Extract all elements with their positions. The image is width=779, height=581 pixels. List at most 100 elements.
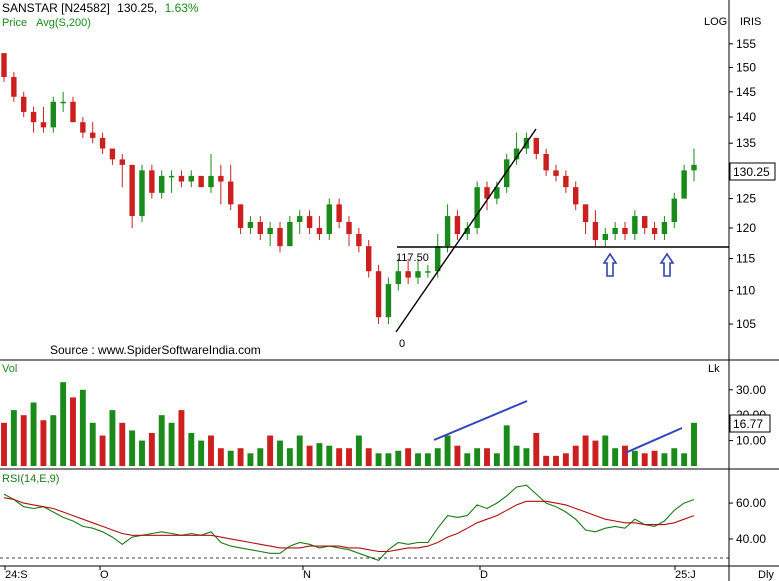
candle-body bbox=[681, 170, 687, 199]
trend-line-rally bbox=[395, 128, 537, 333]
price-tick-label: 125 bbox=[736, 192, 756, 206]
rsi-axis: 40.00 60.00 bbox=[729, 496, 766, 546]
candle-body bbox=[129, 164, 135, 217]
price-tick-label: 135 bbox=[736, 136, 756, 150]
volume-bar bbox=[208, 435, 214, 466]
volume-tick-label: 10.00 bbox=[736, 434, 766, 448]
volume-trend-line bbox=[433, 400, 528, 441]
volume-bar bbox=[355, 435, 362, 466]
rsi-tick-label: 60.00 bbox=[736, 496, 766, 510]
volume-bar bbox=[405, 448, 412, 466]
arrow-up-icon bbox=[602, 252, 618, 277]
candle-body bbox=[661, 221, 668, 234]
candle-body bbox=[198, 175, 204, 188]
volume-unit-label: Lk bbox=[708, 363, 720, 375]
candle-body bbox=[139, 170, 145, 217]
volume-bar bbox=[178, 410, 185, 466]
candle-body bbox=[494, 187, 500, 199]
price-axis: 105110115120125130135140145150155 bbox=[729, 37, 756, 331]
candle-body bbox=[573, 187, 579, 205]
candle-body bbox=[149, 170, 155, 193]
volume-bar bbox=[444, 435, 451, 466]
candle-body bbox=[691, 164, 697, 171]
volume-bar bbox=[513, 445, 520, 466]
volume-bar bbox=[395, 450, 402, 466]
period-label: Dly bbox=[758, 569, 774, 581]
volume-bar bbox=[148, 432, 155, 466]
volume-bar bbox=[681, 453, 688, 466]
volume-bar bbox=[336, 448, 343, 466]
volume-bar bbox=[582, 435, 589, 466]
volume-bar bbox=[651, 450, 658, 466]
candle-body bbox=[366, 246, 372, 272]
volume-bar bbox=[631, 450, 638, 466]
candle-body bbox=[109, 148, 116, 160]
date-tick-label: N bbox=[303, 569, 311, 581]
candle-body bbox=[415, 271, 421, 278]
candle-body bbox=[671, 198, 677, 222]
candle-body bbox=[543, 153, 549, 171]
candle-body bbox=[237, 204, 244, 228]
candlestick-series bbox=[1, 53, 697, 325]
candle-body bbox=[375, 271, 382, 318]
volume-bar bbox=[562, 453, 569, 466]
volume-bar bbox=[20, 415, 27, 466]
iris-label[interactable]: IRIS bbox=[740, 16, 762, 28]
price-tick-label: 155 bbox=[736, 37, 756, 51]
volume-panel-label: Vol bbox=[2, 363, 17, 375]
price-tick-label: 105 bbox=[736, 317, 756, 331]
price-tick-label: 150 bbox=[736, 60, 756, 74]
candle-body bbox=[632, 216, 638, 234]
volume-bar bbox=[79, 389, 86, 466]
volume-bar bbox=[671, 448, 678, 466]
candle-body bbox=[612, 227, 618, 234]
candle-body bbox=[257, 221, 263, 234]
candle-body bbox=[99, 137, 106, 149]
volume-bar bbox=[434, 448, 441, 466]
candle-body bbox=[425, 271, 431, 273]
volume-bar bbox=[70, 397, 76, 466]
candle-body bbox=[592, 221, 599, 241]
volume-bar bbox=[474, 448, 481, 466]
candle-body bbox=[326, 204, 332, 234]
candle-body bbox=[277, 227, 283, 247]
volume-bar bbox=[129, 430, 136, 466]
candle-body bbox=[306, 216, 313, 228]
candle-body bbox=[267, 227, 273, 234]
volume-series bbox=[1, 382, 697, 466]
volume-bar bbox=[612, 448, 619, 466]
price-legend: Price bbox=[2, 17, 28, 29]
volume-bar bbox=[375, 453, 382, 466]
candle-body bbox=[563, 175, 569, 188]
volume-bar bbox=[493, 453, 500, 466]
volume-bar bbox=[365, 448, 372, 466]
volume-tick-label: 30.00 bbox=[736, 383, 766, 397]
candle-body bbox=[21, 96, 27, 112]
volume-bar bbox=[30, 402, 37, 466]
candle-body bbox=[533, 137, 539, 154]
volume-bar bbox=[296, 435, 303, 466]
volume-bar bbox=[60, 382, 67, 466]
volume-bar bbox=[385, 453, 392, 466]
volume-bar bbox=[227, 450, 234, 466]
candle-body bbox=[484, 187, 490, 199]
date-tick-label: 25:J bbox=[675, 569, 696, 581]
log-label[interactable]: LOG bbox=[704, 16, 728, 28]
volume-bar bbox=[523, 448, 530, 466]
rsi-line bbox=[3, 484, 695, 562]
candle-body bbox=[504, 159, 510, 188]
volume-bar bbox=[691, 422, 697, 466]
rsi-signal-line bbox=[3, 497, 695, 553]
candle-body bbox=[513, 148, 520, 160]
volume-bar bbox=[622, 445, 628, 466]
candle-body bbox=[435, 246, 441, 272]
price-tick-label: 145 bbox=[736, 85, 756, 99]
candle-body bbox=[70, 101, 76, 123]
price-tick-label: 120 bbox=[736, 221, 756, 235]
candle-body bbox=[40, 122, 47, 128]
rsi-tick-label: 40.00 bbox=[736, 532, 766, 546]
candle-body bbox=[159, 175, 165, 193]
candle-body bbox=[60, 101, 66, 104]
candle-body bbox=[346, 221, 352, 234]
